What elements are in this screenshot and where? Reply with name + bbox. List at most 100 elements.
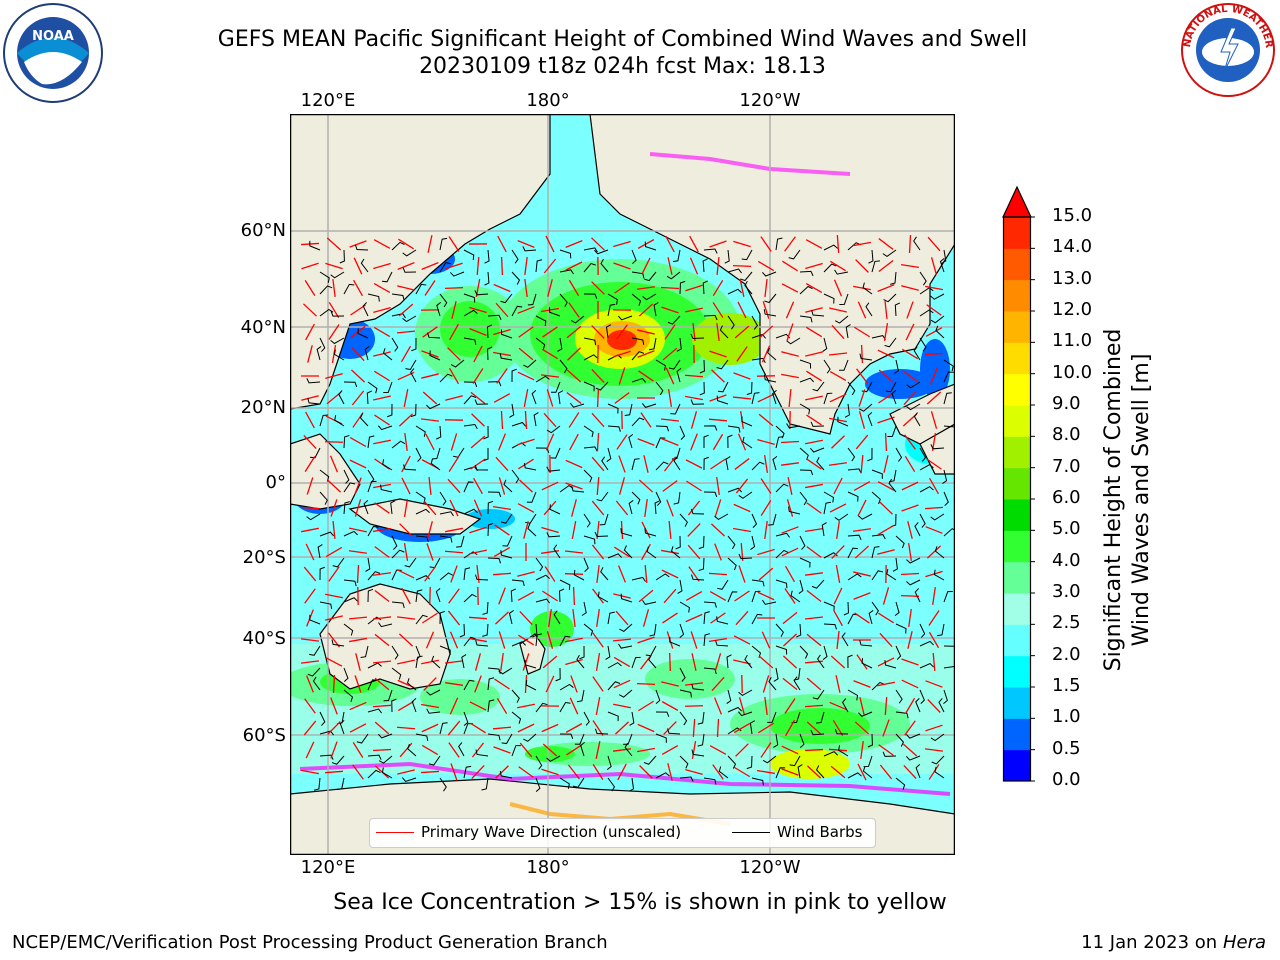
footer-credit: NCEP/EMC/Verification Post Processing Pr… xyxy=(12,932,608,953)
wave-direction-arrow xyxy=(565,240,583,248)
wind-barb xyxy=(415,614,428,625)
wave-direction-arrow xyxy=(661,744,679,756)
wave-direction-arrow xyxy=(904,455,916,473)
wind-barb xyxy=(459,623,465,638)
wind-barb xyxy=(839,293,849,306)
wave-direction-arrow xyxy=(397,569,415,579)
wave-direction-arrow xyxy=(613,350,631,358)
wave-direction-arrow xyxy=(543,258,557,274)
colorbar-tick-label: 8.0 xyxy=(1052,424,1081,446)
lon-label-top-120w: 120°W xyxy=(739,90,801,111)
wave-direction-arrow xyxy=(781,768,799,776)
wave-direction-arrow xyxy=(660,286,680,290)
wave-direction-arrow xyxy=(805,326,823,338)
wave-direction-arrow xyxy=(905,323,915,341)
wind-barb xyxy=(338,390,345,405)
wind-barb xyxy=(930,513,945,521)
wind-barb xyxy=(378,622,393,628)
lat-label-40n: 40°N xyxy=(240,317,286,338)
wind-barb xyxy=(698,535,705,550)
wave-direction-arrow xyxy=(852,528,872,532)
wind-barb xyxy=(775,767,786,779)
wind-barb xyxy=(738,689,753,697)
wave-direction-arrow xyxy=(805,262,823,270)
wind-barb xyxy=(463,423,478,430)
colorbar-tick-label: 6.0 xyxy=(1052,487,1081,508)
wave-direction-arrow xyxy=(612,638,632,642)
wave-direction-arrow xyxy=(805,439,823,445)
wind-barb xyxy=(703,667,717,675)
wind-barb xyxy=(573,569,585,581)
wind-barb xyxy=(391,440,406,449)
wave-direction-swatch xyxy=(376,832,414,833)
new-zealand-land xyxy=(519,633,546,675)
wind-barb xyxy=(583,354,598,361)
wave-direction-arrow xyxy=(732,264,752,268)
wind-barb xyxy=(319,308,334,317)
wind-barb xyxy=(727,315,735,330)
wave-direction-arrow xyxy=(473,345,483,363)
colorbar-cell xyxy=(1003,624,1031,657)
wind-barb xyxy=(601,456,609,471)
wave-direction-arrow xyxy=(926,391,942,405)
wave-direction-arrow xyxy=(300,660,320,664)
wind-barb xyxy=(430,458,441,471)
wind-barb xyxy=(823,293,835,304)
wind-barb xyxy=(841,698,849,713)
wind-barb xyxy=(751,777,764,786)
wind-barb xyxy=(629,711,635,726)
wind-barb xyxy=(895,733,905,747)
wind-barb xyxy=(871,601,880,616)
wind-barb xyxy=(583,535,596,545)
wave-direction-arrow xyxy=(591,325,605,339)
wave-direction-arrow xyxy=(878,238,894,250)
wind-barb xyxy=(624,403,633,417)
wave-direction-arrow xyxy=(805,483,823,489)
wave-direction-arrow xyxy=(373,527,391,533)
wave-direction-arrow xyxy=(523,521,529,539)
wind-barb xyxy=(511,689,520,703)
wave-direction-arrow xyxy=(758,325,774,339)
wave-direction-arrow xyxy=(546,389,554,407)
wind-barb xyxy=(439,535,453,543)
wind-barb xyxy=(919,271,927,286)
wind-barb xyxy=(631,491,641,505)
wave-direction-arrow xyxy=(424,566,436,582)
wind-barb xyxy=(463,337,477,345)
wind-barb xyxy=(500,550,513,559)
lat-label-60n: 60°N xyxy=(240,220,286,241)
wind-barb xyxy=(882,751,897,757)
wind-barb xyxy=(559,683,574,691)
wind-barb xyxy=(487,381,502,387)
wind-barb xyxy=(655,772,670,779)
wave-direction-arrow xyxy=(545,235,555,253)
wind-barb xyxy=(336,777,345,791)
wind-barb xyxy=(631,458,640,471)
wave-direction-arrow xyxy=(688,566,700,582)
wave-direction-arrow xyxy=(714,499,722,517)
wind-barb xyxy=(535,337,546,350)
wave-direction-arrow xyxy=(591,500,605,516)
wave-direction-arrow xyxy=(761,631,771,649)
wind-barb xyxy=(941,249,947,264)
wind-barb xyxy=(703,777,717,785)
wave-direction-arrow xyxy=(373,307,391,313)
wind-barb xyxy=(360,645,369,658)
wind-barb xyxy=(943,591,953,603)
wave-direction-arrow xyxy=(596,432,600,452)
wind-barb xyxy=(919,513,926,528)
wind-barb xyxy=(583,293,598,299)
wave-direction-arrow xyxy=(374,677,390,691)
wave-direction-arrow xyxy=(854,721,870,735)
wind-barb xyxy=(546,755,561,762)
wind-barb xyxy=(919,689,925,704)
wave-direction-arrow xyxy=(596,476,600,496)
wind-barb xyxy=(841,632,849,647)
wave-direction-arrow xyxy=(423,677,437,691)
wave-direction-arrow xyxy=(449,499,459,517)
wave-direction-arrow xyxy=(518,326,534,338)
wind-barb xyxy=(463,508,478,515)
colorbar-cell xyxy=(1003,279,1031,312)
wave-direction-arrow xyxy=(829,307,847,313)
wind-barb xyxy=(559,359,568,374)
